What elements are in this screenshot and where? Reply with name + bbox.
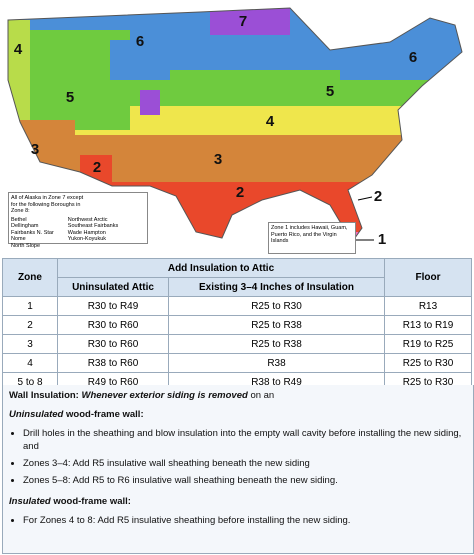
table-cell: R25 to R38 bbox=[168, 334, 385, 354]
subheading: Uninsulated wood-frame wall: bbox=[9, 408, 467, 421]
note-text: All of Alaska in Zone 7 except for the f… bbox=[11, 195, 84, 214]
table-cell: R38 to R60 bbox=[57, 353, 169, 373]
text: Wall Insulation: bbox=[9, 390, 79, 401]
insulation-table: Zone Add Insulation to Attic Floor Unins… bbox=[2, 258, 472, 392]
text: Whenever exterior siding is removed bbox=[81, 390, 248, 401]
zone-label: 4 bbox=[14, 41, 23, 58]
borough-col: Northwest Arctic Southeast Fairbanks Wade … bbox=[68, 217, 118, 250]
bullet: For Zones 4 to 8: Add R5 insulative shea… bbox=[23, 514, 467, 527]
borough: Wade Hampton bbox=[67, 229, 106, 236]
zone-label: 2 bbox=[374, 188, 382, 205]
table-cell: 3 bbox=[2, 334, 58, 354]
zone-label: 2 bbox=[236, 184, 244, 201]
table-cell: R30 to R49 bbox=[57, 296, 169, 316]
borough: Dellingham bbox=[11, 223, 39, 229]
pointer bbox=[357, 196, 373, 201]
bullet: Zones 3–4: Add R5 insulative wall sheath… bbox=[23, 457, 467, 470]
table-cell: R30 to R60 bbox=[57, 315, 169, 335]
table-row: 3 R30 to R60 R25 to R38 R19 to R25 bbox=[2, 334, 472, 354]
heading: Wall Insulation: Whenever exterior sidin… bbox=[9, 389, 467, 402]
header-cell: Add Insulation to Attic bbox=[57, 258, 385, 278]
header-cell: Uninsulated Attic bbox=[57, 277, 169, 297]
zone1-note: Zone 1 includes Hawaii, Guam, Puerto Ric… bbox=[268, 222, 356, 254]
table-row: 1 R30 to R49 R25 to R30 R13 bbox=[2, 296, 472, 316]
table-cell: R30 to R60 bbox=[57, 334, 169, 354]
zone-label: 6 bbox=[409, 49, 417, 66]
table-cell: R25 to R30 bbox=[168, 296, 385, 316]
zone-label: 4 bbox=[266, 113, 275, 130]
table-cell: R19 to R25 bbox=[384, 334, 472, 354]
wall-insulation: Wall Insulation: Whenever exterior sidin… bbox=[2, 385, 474, 554]
zone-label: 5 bbox=[326, 83, 334, 100]
borough-lists: Bethel Dellingham Fairbanks N. Star Nome Nor… bbox=[11, 217, 145, 250]
text: on an bbox=[250, 390, 275, 401]
bullet: Zones 5–8: Add R5 to R6 insulative wall … bbox=[23, 474, 467, 487]
borough: Bethel bbox=[11, 216, 27, 223]
table-cell: 4 bbox=[2, 353, 58, 373]
table-cell: R13 to R19 bbox=[384, 315, 472, 335]
zone-label: 3 bbox=[214, 151, 222, 168]
bullet: Drill holes in the sheathing and blow in… bbox=[23, 427, 467, 453]
zone-label: 5 bbox=[66, 89, 74, 106]
borough: Northwest Arctic bbox=[67, 216, 108, 223]
bullet-list: Drill holes in the sheathing and blow in… bbox=[9, 427, 467, 487]
borough-col: Bethel Dellingham Fairbanks N. Star Nome Nor… bbox=[11, 217, 54, 250]
table-cell: 2 bbox=[2, 315, 58, 335]
table-body: 1 R30 to R49 R25 to R30 R13 2 R30 to R60 R25 t… bbox=[2, 296, 472, 392]
borough: Nome bbox=[11, 236, 26, 242]
table-cell: R25 to R30 bbox=[384, 353, 472, 373]
table-row: 4 R38 to R60 R38 R25 to R30 bbox=[2, 353, 472, 373]
table-cell: 1 bbox=[2, 296, 58, 316]
text: wood-frame wall: bbox=[66, 409, 144, 420]
text: Uninsulated bbox=[9, 409, 64, 420]
table-cell: R38 bbox=[168, 353, 385, 373]
borough: Yukon-Koyukuk bbox=[67, 236, 107, 242]
header-cell: Floor bbox=[384, 258, 472, 297]
bullet-list: For Zones 4 to 8: Add R5 insulative shea… bbox=[9, 514, 467, 527]
table-cell: R13 bbox=[384, 296, 472, 316]
table-cell: R25 to R38 bbox=[168, 315, 385, 335]
table-row: 2 R30 to R60 R25 to R38 R13 to R19 bbox=[2, 315, 472, 335]
borough: North Slope bbox=[11, 242, 41, 249]
zone-label: 6 bbox=[136, 33, 144, 50]
borough: Fairbanks N. Star bbox=[11, 229, 54, 236]
text: wood-frame wall: bbox=[53, 496, 131, 507]
borough: Southeast Fairbanks bbox=[67, 223, 119, 229]
header-cell: Existing 3–4 Inches of Insulation bbox=[168, 277, 385, 297]
zone-label: 3 bbox=[31, 141, 39, 158]
header-row: Zone Add Insulation to Attic Floor bbox=[2, 258, 472, 297]
subheading: Insulated wood-frame wall: bbox=[9, 495, 467, 508]
header-row: Uninsulated Attic Existing 3–4 Inches of… bbox=[3, 277, 472, 297]
zone-label: 7 bbox=[239, 13, 247, 30]
alaska-note: All of Alaska in Zone 7 except for the f… bbox=[8, 192, 148, 249]
zone-label: 1 bbox=[378, 231, 386, 248]
text: Insulated bbox=[9, 496, 51, 507]
header-cell: Zone bbox=[2, 258, 58, 297]
zone-label: 2 bbox=[93, 159, 101, 176]
